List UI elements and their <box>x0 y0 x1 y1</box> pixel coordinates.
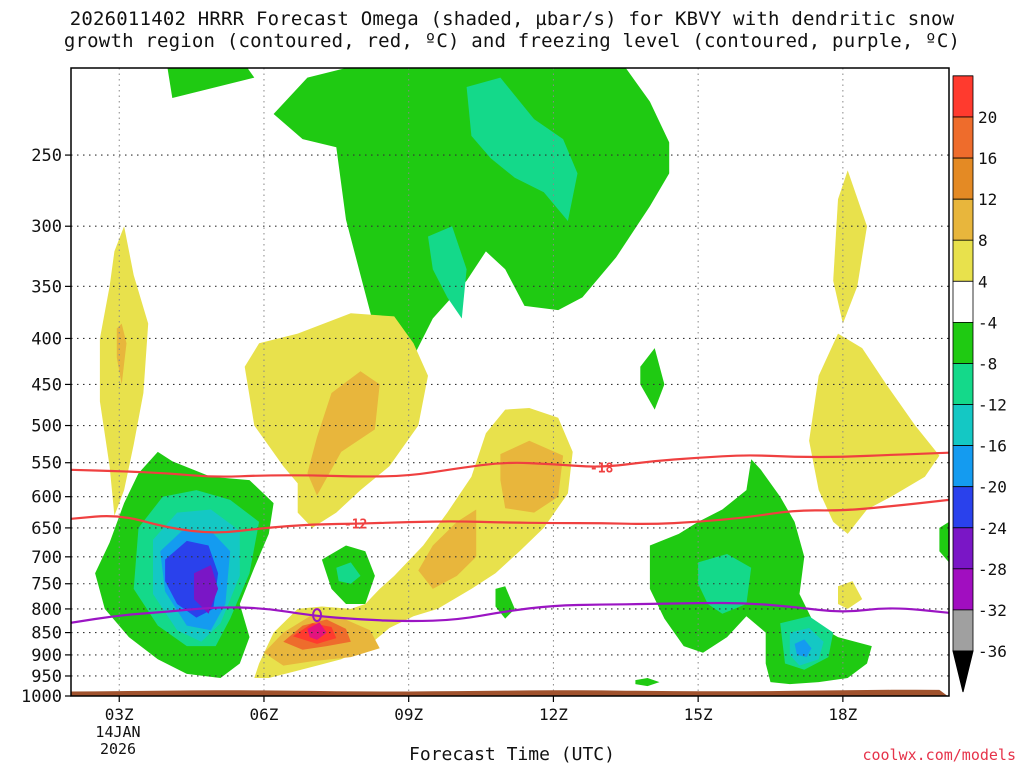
colorbar-bin-4-to-8 <box>952 239 974 282</box>
colorbar-bin-12-to-16 <box>952 157 974 200</box>
colorbar: 20 16 12 8 4 -4 -8 -12 -16 -20 -24 -28 -32 -36 <box>952 75 1007 693</box>
colorbar-label--16: -16 <box>978 437 1007 456</box>
colorbar-label--4: -4 <box>978 313 997 332</box>
colorbar-bin--28-to--24 <box>952 527 974 570</box>
contour-label--18: -18 <box>590 462 614 477</box>
omega-region-upper-negative-cyan-a <box>466 77 578 221</box>
y-axis: 2503003504004505005506006507007508008509… <box>21 146 71 707</box>
omega-region-upper-negative-cyan-b <box>428 226 467 319</box>
x-tick-label-12Z: 12Z <box>539 705 568 724</box>
y-tick-label-400: 400 <box>31 329 62 349</box>
terrain-fill <box>71 689 948 696</box>
contour-line--12 <box>71 498 949 534</box>
y-tick-label-550: 550 <box>31 454 62 474</box>
colorbar-bin--8-to--4 <box>952 321 974 364</box>
colorbar-bottom-arrow <box>952 650 974 693</box>
y-tick-label-450: 450 <box>31 375 62 395</box>
omega-region-mid-positive-orange <box>418 509 477 589</box>
y-tick-label-500: 500 <box>31 417 62 437</box>
contour-line--18 <box>71 451 949 478</box>
x-tick-label-09Z: 09Z <box>394 705 423 724</box>
x-tick-label-06Z: 06Z <box>250 705 279 724</box>
colorbar-label-16: 16 <box>978 149 997 168</box>
title-line-2: growth region (contoured, red, ºC) and f… <box>63 30 961 52</box>
y-tick-label-350: 350 <box>31 277 62 297</box>
x-axis-label: Forecast Time (UTC) <box>409 744 615 765</box>
colorbar-label--36: -36 <box>978 642 1007 661</box>
colorbar-label--32: -32 <box>978 601 1007 620</box>
title-line-1: 2026011402 HRRR Forecast Omega (shaded, … <box>69 8 955 30</box>
omega-region-upper-positive-left-orange <box>307 371 380 496</box>
colorbar-bin--12-to--8 <box>952 363 974 405</box>
colorbar-bin-8-to-12 <box>952 198 974 241</box>
omega-region-right-positive-c <box>838 581 863 609</box>
x-tick-label-03Z: 03Z <box>105 705 134 724</box>
colorbar-label-8: 8 <box>978 231 988 250</box>
omega-region-upper-negative-main <box>273 68 670 376</box>
omega-region-right-edge-green <box>939 521 949 563</box>
omega-region-mid-positive-wide <box>254 408 573 678</box>
x-tick-label-18Z: 18Z <box>828 705 857 724</box>
y-tick-label-1000: 1000 <box>21 687 62 707</box>
contour-label-0 <box>312 608 323 623</box>
y-tick-label-900: 900 <box>31 646 62 666</box>
y-tick-label-300: 300 <box>31 217 62 237</box>
colorbar-label-4: 4 <box>978 272 988 291</box>
omega-region-small-cyan-mid <box>336 562 361 584</box>
colorbar-bin-20-to-24 <box>952 75 974 118</box>
colorbar-label-12: 12 <box>978 190 997 209</box>
omega-region-topleft-green <box>167 68 255 98</box>
y-tick-label-700: 700 <box>31 548 62 568</box>
y-tick-label-850: 850 <box>31 624 62 644</box>
credit-link[interactable]: coolwx.com/models <box>862 746 1016 764</box>
omega-region-low-positive-magenta <box>307 622 327 640</box>
colorbar-bin--32-to--28 <box>952 568 974 611</box>
omega-region-right-positive-a <box>833 170 867 324</box>
colorbar-label--12: -12 <box>978 396 1007 415</box>
omega-region-low-negative-left-purple <box>194 565 219 614</box>
omega-region-small-green-14a <box>640 348 665 410</box>
y-tick-label-650: 650 <box>31 519 62 539</box>
contour-label--12: -12 <box>344 518 367 533</box>
terrain <box>71 689 948 696</box>
contour-line-0 <box>71 601 949 624</box>
y-tick-label-950: 950 <box>31 667 62 687</box>
colorbar-bin-16-to-20 <box>952 116 974 159</box>
colorbar-bin--16-to--12 <box>952 404 974 446</box>
x-axis: 03Z 06Z 09Z 12Z 15Z 18Z <box>105 696 858 724</box>
plot-frame <box>70 67 950 697</box>
colorbar-bin--20-to--16 <box>952 445 974 488</box>
colorbar-bin--4-to-4 <box>952 280 974 323</box>
y-tick-label-750: 750 <box>31 575 62 595</box>
contours: -18 -12 <box>71 451 949 624</box>
omega-shading <box>95 68 949 687</box>
colorbar-bin--24-to--20 <box>952 486 974 529</box>
omega-region-left-positive <box>99 226 149 516</box>
colorbar-label--28: -28 <box>978 560 1007 579</box>
colorbar-label--8: -8 <box>978 354 997 373</box>
y-tick-label-800: 800 <box>31 600 62 620</box>
omega-region-right-negative-blue <box>794 639 812 658</box>
omega-region-mid-positive-orange-b <box>500 440 564 513</box>
colorbar-label--20: -20 <box>978 478 1007 497</box>
omega-region-small-green-14b <box>635 678 660 687</box>
omega-region-right-negative-cyan <box>698 554 752 614</box>
date-label-year: 2026 <box>99 740 137 758</box>
date-label-day: 14JAN <box>95 723 141 741</box>
omega-region-right-positive-b <box>809 333 940 534</box>
x-tick-label-15Z: 15Z <box>684 705 713 724</box>
colorbar-bin--36-to--32 <box>952 609 974 652</box>
colorbar-label-20: 20 <box>978 108 997 127</box>
y-tick-label-600: 600 <box>31 488 62 508</box>
colorbar-label--24: -24 <box>978 519 1007 538</box>
y-tick-label-250: 250 <box>31 146 62 166</box>
